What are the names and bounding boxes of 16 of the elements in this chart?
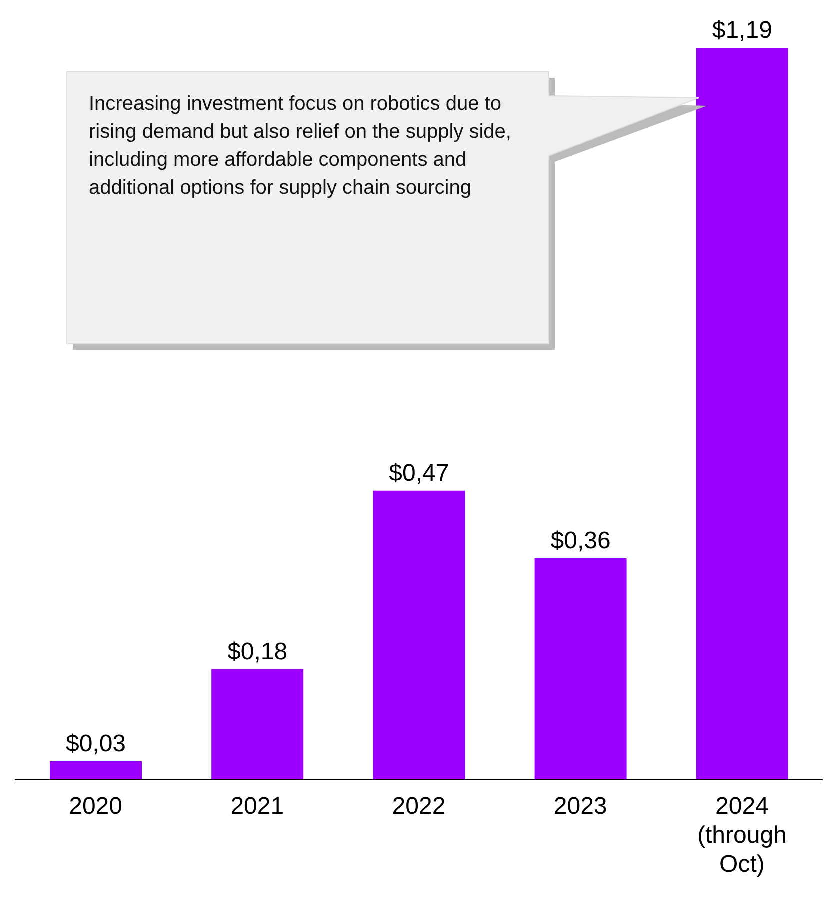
data-label: $0,47 [389, 460, 450, 487]
x-tick-label: 2024 (through Oct) [698, 793, 787, 878]
bar [212, 669, 304, 780]
x-tick-label: 2020 [69, 793, 122, 820]
data-label: $0,36 [550, 528, 611, 555]
annotation: Increasing investment focus on robotics due to rising demand but also relief on the supply side, including more affordable components and additional options for supply chain sourcing [89, 92, 512, 201]
bar [50, 762, 142, 780]
data-label: $0,18 [228, 638, 288, 666]
bar [534, 558, 627, 780]
data-label: $1,19 [712, 17, 772, 44]
x-tick-label: 2022 [392, 793, 446, 820]
x-tick-label: 2021 [230, 793, 284, 820]
bar [373, 490, 466, 780]
bar [696, 48, 788, 780]
data-label: $0,03 [66, 730, 126, 758]
x-tick-label: 2023 [554, 793, 608, 820]
